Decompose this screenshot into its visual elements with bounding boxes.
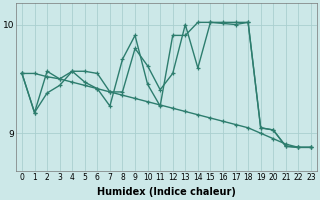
X-axis label: Humidex (Indice chaleur): Humidex (Indice chaleur) (97, 187, 236, 197)
